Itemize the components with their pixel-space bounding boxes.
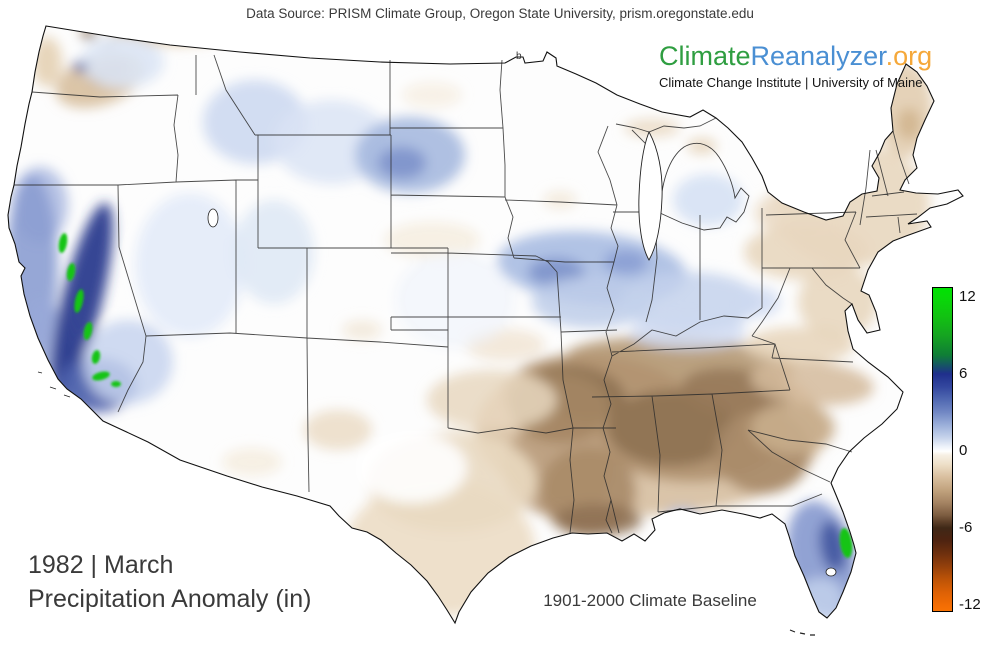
anomaly-blob-upmi-tan xyxy=(624,119,680,137)
anomaly-blob-mo-blue xyxy=(532,276,652,328)
map-title: 1982 | March Precipitation Anomaly (in) xyxy=(28,548,311,616)
anomaly-blob-mi-blue xyxy=(673,174,743,226)
anomaly-blob-in-oh-blue xyxy=(620,272,760,332)
anomaly-blob-sierra-green-4 xyxy=(83,322,93,340)
anomaly-blob-wa-light-blue xyxy=(80,36,164,88)
anomaly-blob-nd-tan xyxy=(402,82,462,108)
anomaly-blob-il-blue-core xyxy=(604,250,648,274)
colorbar-tick-label: 12 xyxy=(959,288,976,305)
anomaly-blob-plains-light xyxy=(395,252,515,348)
anomaly-blob-fl-south-light xyxy=(796,578,844,622)
colorbar-tick-label: -6 xyxy=(959,519,973,536)
anomaly-blob-socal-green-2 xyxy=(111,381,121,387)
anomaly-blob-sierra-green-2 xyxy=(66,263,76,281)
anomaly-blob-ny-adk-blue xyxy=(814,162,862,188)
anomaly-blob-ky-blue xyxy=(630,314,746,350)
colorbar-tick-label: -12 xyxy=(959,596,981,613)
anomaly-blob-az-tan xyxy=(222,448,282,476)
anomaly-blob-wv-blue xyxy=(736,287,780,317)
us-outline xyxy=(7,25,964,625)
anomaly-blob-mobile-blue xyxy=(666,508,698,522)
climate-reanalyzer-logo: ClimateReanalyzer.org Climate Change Ins… xyxy=(659,42,932,90)
anomaly-blob-fl-green xyxy=(839,528,853,558)
map-title-date: 1982 | March xyxy=(28,551,174,579)
anomaly-blob-pa-tan xyxy=(744,224,868,280)
map-title-variable: Precipitation Anomaly (in) xyxy=(28,585,312,613)
anomaly-blob-me-dark xyxy=(897,108,921,140)
anomaly-blob-sc-tan xyxy=(751,402,835,454)
anomaly-blob-nv-light xyxy=(135,193,245,337)
michigan-outline xyxy=(659,143,750,231)
logo-word-org: .org xyxy=(885,41,933,71)
anomaly-blob-fl-blue-core xyxy=(819,520,847,572)
anomaly-blob-sierra-green-3 xyxy=(74,289,84,313)
anomaly-blob-sierra-green-1 xyxy=(58,233,68,253)
anomaly-blob-seattle-blue-spot xyxy=(73,62,87,72)
colorbar-tick-label: 0 xyxy=(959,442,968,459)
anomaly-blob-layer xyxy=(8,26,933,622)
anomaly-blob-upmi-tan2 xyxy=(687,138,717,154)
anomaly-blob-se-dark-al xyxy=(607,390,737,466)
anomaly-blob-mn-tan xyxy=(543,191,577,209)
anomaly-blob-wy-sd-core xyxy=(378,147,426,179)
anomaly-blob-sierra-green-5 xyxy=(91,350,101,364)
logo-word-climate: Climate xyxy=(659,41,751,71)
baseline-caption: 1901-2000 Climate Baseline xyxy=(543,591,757,610)
lake-okeechobee xyxy=(825,567,837,577)
logo-wordmark: ClimateReanalyzer.org xyxy=(659,42,932,70)
anomaly-blob-socal-light-blue xyxy=(83,320,173,404)
anomaly-blob-co-nm-tan xyxy=(304,410,372,450)
data-source-caption: Data Source: PRISM Climate Group, Oregon… xyxy=(246,6,754,21)
colorbar xyxy=(932,287,953,612)
logo-word-reanalyzer: Reanalyzer xyxy=(750,41,886,71)
anomaly-blob-tx-white-core xyxy=(357,433,467,503)
anomaly-blob-nc-tan xyxy=(750,360,874,406)
anomaly-blob-ne-tan xyxy=(384,222,480,258)
colorbar-tick-label: 6 xyxy=(959,365,968,382)
anomaly-blob-la-coast-dark xyxy=(554,504,642,536)
anomaly-blob-ut-light xyxy=(234,200,314,304)
lake-michigan xyxy=(638,130,663,261)
great-salt-lake xyxy=(207,208,219,228)
extreme-wet-spot-layer xyxy=(58,233,853,558)
channel-islands xyxy=(37,371,71,398)
florida-keys xyxy=(789,629,815,636)
anomaly-blob-nm-tan xyxy=(342,320,382,340)
state-borders xyxy=(14,54,918,534)
logo-subtitle: Climate Change Institute | University of… xyxy=(659,75,923,90)
map-artifact-b-label: b xyxy=(516,51,522,62)
anomaly-blob-ok-tan xyxy=(427,370,557,430)
anomaly-blob-socal-green-1 xyxy=(92,371,110,381)
